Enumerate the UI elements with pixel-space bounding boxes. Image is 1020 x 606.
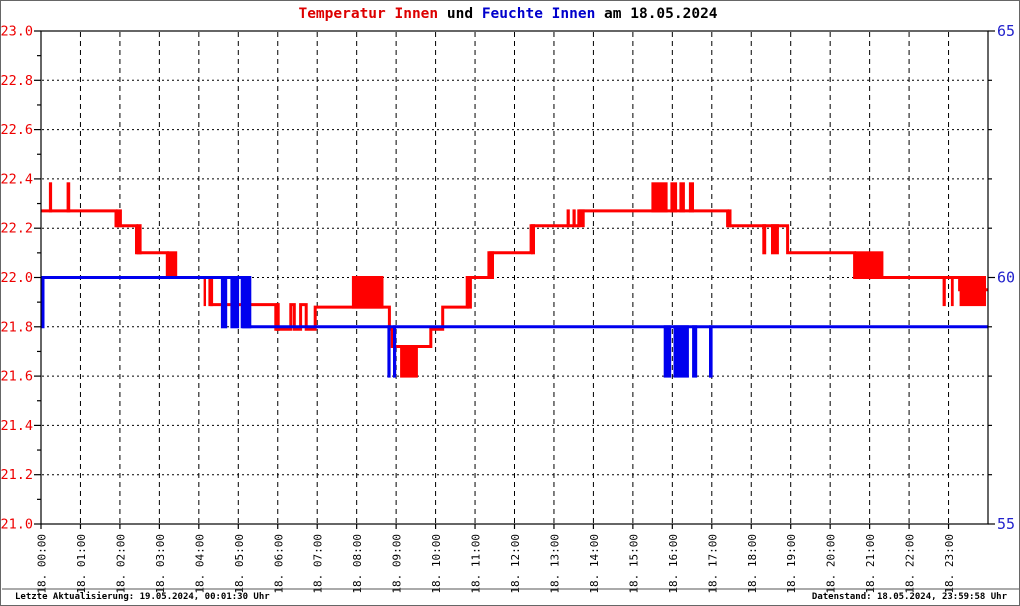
series-toggle-band bbox=[679, 182, 685, 213]
x-axis-tick-label: 18. 13:00 bbox=[548, 534, 561, 594]
title-humidity-label: Feuchte Innen bbox=[481, 6, 596, 22]
series-toggle-band bbox=[578, 209, 585, 228]
y-left-tick-label: 21.6 bbox=[1, 369, 33, 385]
x-axis-tick-label: 18. 04:00 bbox=[193, 534, 206, 594]
y-left-tick-label: 23.0 bbox=[1, 24, 33, 40]
y-left-tick-label: 21.2 bbox=[1, 467, 33, 483]
y-left-tick-label: 21.0 bbox=[1, 517, 33, 533]
series-toggle-band bbox=[762, 224, 767, 255]
series-toggle-band bbox=[942, 276, 946, 307]
x-axis-tick-label: 18. 09:00 bbox=[391, 534, 404, 594]
series-toggle-band bbox=[275, 303, 280, 331]
x-axis-tick-label: 18. 19:00 bbox=[785, 534, 798, 594]
y-right-tick-label: 55 bbox=[997, 515, 1015, 533]
y-right-tick-label: 65 bbox=[997, 22, 1015, 40]
series-toggle-band bbox=[854, 251, 884, 279]
series-toggle-band bbox=[531, 224, 535, 255]
series-toggle-band bbox=[203, 276, 206, 307]
y-left-tick-label: 22.4 bbox=[1, 171, 33, 187]
x-axis-tick-label: 18. 03:00 bbox=[154, 534, 167, 594]
series-toggle-band bbox=[572, 209, 576, 228]
y-left-tick-label: 21.8 bbox=[1, 319, 33, 335]
series-toggle-band bbox=[727, 209, 732, 228]
x-axis-tick-label: 18. 10:00 bbox=[430, 534, 443, 594]
series-toggle-band bbox=[771, 224, 779, 255]
x-axis-tick-label: 18. 06:00 bbox=[272, 534, 285, 594]
series-toggle-band bbox=[688, 182, 694, 213]
x-axis-tick-label: 18. 00:00 bbox=[36, 534, 49, 594]
y-left-tick-label: 21.4 bbox=[1, 418, 33, 434]
series-toggle-band bbox=[242, 276, 252, 329]
title-date: am 18.05.2024 bbox=[595, 6, 718, 22]
x-axis-tick-label: 18. 02:00 bbox=[114, 534, 127, 594]
series-toggle-band bbox=[209, 276, 214, 307]
series-toggle-band bbox=[670, 182, 678, 213]
series-toggle-band bbox=[116, 209, 122, 228]
title-temperature-label: Temperatur Innen bbox=[298, 6, 439, 22]
y-left-tick-label: 22.8 bbox=[1, 73, 33, 89]
series-toggle-band bbox=[651, 182, 668, 213]
x-axis-tick-label: 18. 12:00 bbox=[509, 534, 522, 594]
x-axis-tick-label: 18. 16:00 bbox=[667, 534, 680, 594]
y-left-tick-label: 22.2 bbox=[1, 221, 33, 237]
chart-title: Temperatur Innen und Feuchte Innen am 18… bbox=[1, 6, 1015, 22]
series-toggle-band bbox=[692, 325, 698, 378]
y-left-tick-label: 22.0 bbox=[1, 270, 33, 286]
series-toggle-band bbox=[351, 276, 384, 309]
last-update-text: Letzte Aktualisierung: 19.05.2024, 00:01… bbox=[15, 592, 270, 602]
x-axis-tick-label: 18. 20:00 bbox=[825, 534, 838, 594]
x-axis-tick-label: 18. 23:00 bbox=[943, 534, 956, 594]
x-axis-tick-label: 18. 05:00 bbox=[233, 534, 246, 594]
series-toggle-band bbox=[230, 276, 240, 329]
data-timestamp-text: Datenstand: 18.05.2024, 23:59:58 Uhr bbox=[811, 592, 1007, 602]
x-axis-tick-label: 18. 18:00 bbox=[746, 534, 759, 594]
x-axis-tick-label: 18. 14:00 bbox=[588, 534, 601, 594]
series-toggle-band bbox=[673, 325, 689, 378]
x-axis-tick-label: 18. 07:00 bbox=[312, 534, 325, 594]
series-toggle-band bbox=[393, 325, 397, 378]
x-axis-tick-label: 18. 01:00 bbox=[75, 534, 88, 594]
x-axis-tick-label: 18. 22:00 bbox=[904, 534, 917, 594]
humidity-series bbox=[41, 276, 988, 378]
series-toggle-band bbox=[220, 276, 228, 329]
y-axis-left: 23.0 22.8 22.6 22.4 22.2 22.0 21.8 21.6 21.4 21.2… bbox=[1, 24, 41, 533]
series-toggle-band bbox=[709, 325, 713, 378]
vertical-gridlines bbox=[79, 32, 950, 523]
series-toggle-band bbox=[400, 345, 418, 378]
x-axis-tick-label: 18. 15:00 bbox=[627, 534, 640, 594]
series-toggle-band bbox=[66, 182, 71, 213]
x-axis-tick-label: 18. 11:00 bbox=[470, 534, 483, 594]
series-toggle-band bbox=[136, 224, 142, 255]
series-toggle-band bbox=[387, 325, 391, 378]
series-toggle-band bbox=[167, 251, 178, 279]
y-right-tick-label: 60 bbox=[997, 269, 1015, 287]
x-axis-tick-label: 18. 17:00 bbox=[706, 534, 719, 594]
series-toggle-band bbox=[48, 182, 53, 213]
y-left-tick-label: 22.6 bbox=[1, 122, 33, 138]
series-toggle-band bbox=[663, 325, 672, 378]
humidity-line bbox=[41, 276, 988, 329]
y-axis-right: 65 60 55 bbox=[988, 22, 1015, 533]
series-toggle-band bbox=[950, 276, 954, 307]
title-conjunction: und bbox=[438, 6, 482, 22]
x-axis-tick-label: 18. 21:00 bbox=[864, 534, 877, 594]
x-axis: 18. 00:00 18. 01:00 18. 02:00 18. 03:00 18. … bbox=[36, 524, 956, 594]
series-toggle-band bbox=[488, 251, 494, 279]
x-axis-tick-label: 18. 08:00 bbox=[351, 534, 364, 594]
series-toggle-band bbox=[467, 276, 472, 309]
series-toggle-band bbox=[566, 209, 570, 228]
